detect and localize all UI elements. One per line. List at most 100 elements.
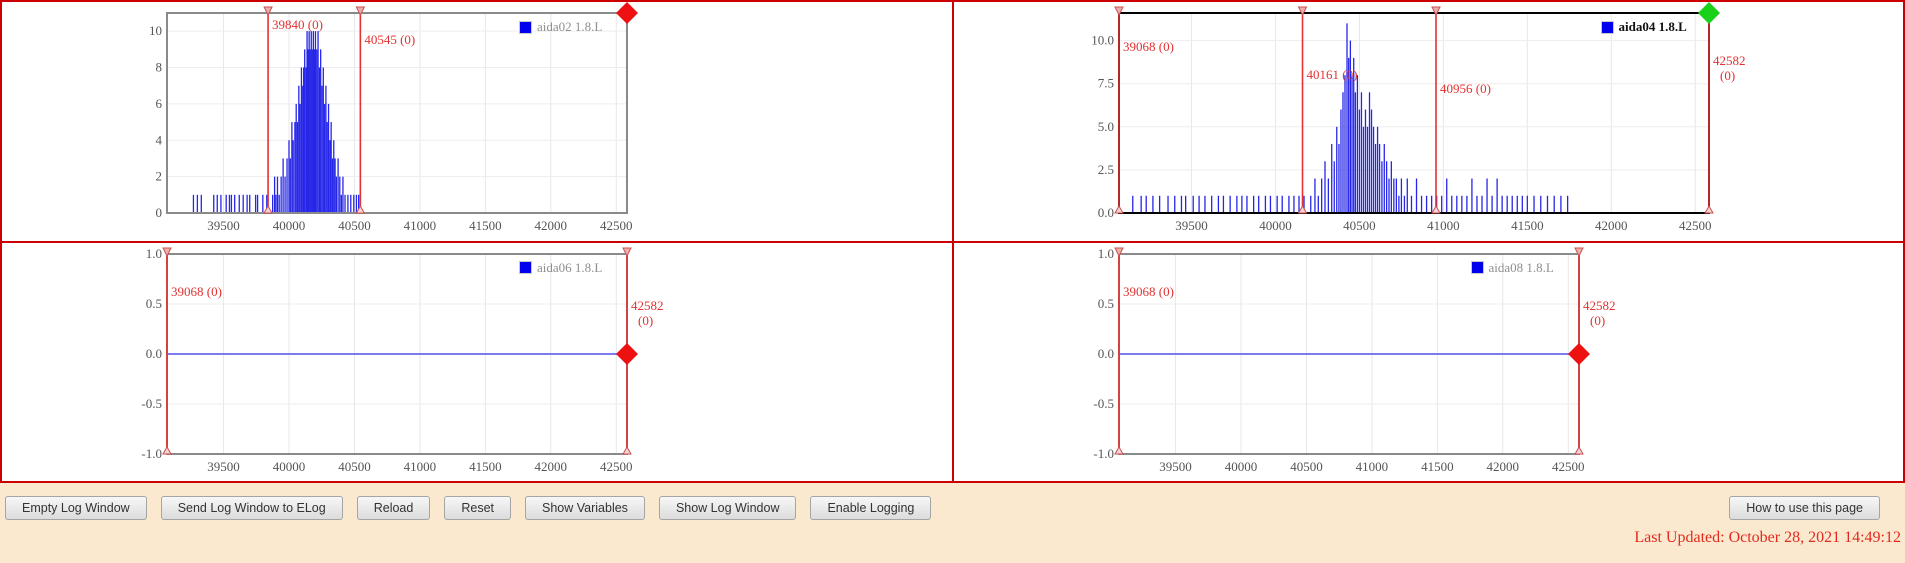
x-tick-label: 40500	[1343, 218, 1376, 233]
x-tick-label: 42000	[1486, 459, 1519, 474]
cursor-label: 39840 (0)	[272, 17, 323, 32]
x-tick-label: 42500	[1552, 459, 1585, 474]
x-tick-label: 40500	[1290, 459, 1323, 474]
x-tick-label: 40500	[338, 459, 371, 474]
y-tick-label: -1.0	[1093, 446, 1114, 461]
show-variables-button[interactable]: Show Variables	[525, 496, 645, 520]
cursor-handle-top[interactable]	[622, 247, 632, 257]
toolbar: Empty Log Window Send Log Window to ELog…	[5, 496, 932, 520]
x-tick-label: 41500	[469, 459, 502, 474]
x-tick-label: 41000	[404, 459, 437, 474]
chart-aida08-plot[interactable]: 39068 (0) 42582(0) 39500 40000 40500 41000 415…	[1081, 244, 1649, 480]
latest-point-diamond-icon	[1697, 2, 1720, 24]
x-tick-label: 40000	[273, 218, 306, 233]
y-tick-label: -0.5	[141, 396, 162, 411]
x-tick-label: 42500	[600, 218, 633, 233]
reset-button[interactable]: Reset	[444, 496, 511, 520]
legend-swatch-icon	[519, 261, 532, 274]
last-updated-text: Last Updated: October 28, 2021 14:49:12	[1634, 529, 1901, 546]
y-tick-label: 5.0	[1097, 119, 1113, 134]
y-tick-label: 7.5	[1097, 76, 1113, 91]
x-tick-label: 41000	[404, 218, 437, 233]
latest-point-diamond-icon	[616, 2, 638, 24]
y-tick-label: 0.5	[146, 296, 162, 311]
cursor-handle-bottom[interactable]	[622, 445, 632, 454]
cursor-handle-bottom[interactable]	[1113, 445, 1124, 454]
chart-aida02: 39840 (0) 40545 (0) 39500 40000 40500 41000 41…	[129, 2, 952, 239]
legend-label: aida04 1.8.L	[1618, 19, 1687, 34]
x-tick-label: 39500	[207, 218, 240, 233]
cursor-handle-bottom[interactable]	[1573, 445, 1584, 454]
cursor-label: 42582	[631, 298, 664, 313]
legend-label: aida02 1.8.L	[537, 19, 603, 34]
legend-swatch-icon	[519, 20, 532, 34]
cursor-handle-bottom[interactable]	[1113, 204, 1124, 214]
cursor-label: 40161 (0)	[1306, 67, 1357, 82]
y-tick-label: 2	[156, 169, 163, 184]
chart-cell-aida08: 39068 (0) 42582 (0) 39500 40000 40500 41000 415…	[953, 242, 1903, 481]
legend-aida08[interactable]: aida08 1.8.L	[1470, 260, 1554, 276]
chart-aida06-plot[interactable]: 39068 (0) 42582(0) 39500 40000 40500 41000 415…	[129, 244, 697, 480]
x-tick-label: 41000	[1355, 459, 1388, 474]
cursor-handle-bottom[interactable]	[1297, 204, 1307, 214]
cursor-handle-bottom[interactable]	[263, 204, 273, 214]
y-tick-label: 6	[156, 96, 163, 111]
x-tick-label: 41000	[1427, 218, 1460, 233]
legend-aida02[interactable]: aida02 1.8.L	[519, 19, 602, 35]
plot-border	[166, 12, 628, 214]
y-tick-label: 0.0	[1097, 346, 1113, 361]
cursor-handle-bottom[interactable]	[1430, 204, 1441, 214]
y-tick-label: 0.0	[1097, 205, 1113, 220]
cursor-handle-bottom[interactable]	[355, 204, 366, 214]
cursor-label: (0)	[1720, 68, 1735, 83]
cursor-handle-top[interactable]	[1113, 247, 1124, 257]
latest-point-diamond-icon	[616, 342, 638, 365]
cursor-handle-top[interactable]	[1430, 6, 1441, 17]
cursor-label: (0)	[1590, 313, 1605, 328]
x-tick-label: 41500	[1511, 218, 1544, 233]
y-tick-label: 8	[156, 60, 163, 75]
cursor-handle-bottom[interactable]	[1703, 204, 1714, 214]
send-log-to-elog-button[interactable]: Send Log Window to ELog	[160, 496, 343, 520]
x-tick-label: 40500	[338, 218, 371, 233]
x-tick-label: 40000	[273, 459, 306, 474]
legend-aida04[interactable]: aida04 1.8.L	[1600, 19, 1687, 35]
x-tick-label: 40000	[1259, 218, 1292, 233]
cursor-handle-top[interactable]	[355, 6, 366, 17]
reload-button[interactable]: Reload	[356, 496, 431, 520]
cursor-handle-top[interactable]	[1573, 247, 1584, 257]
y-tick-label: -0.5	[1093, 396, 1114, 411]
empty-log-window-button[interactable]: Empty Log Window	[5, 496, 147, 520]
x-tick-label: 42000	[1595, 218, 1628, 233]
y-tick-label: 2.5	[1097, 162, 1113, 177]
y-tick-label: 4	[156, 132, 163, 147]
x-tick-label: 42000	[535, 459, 568, 474]
cursor-label: 42582	[1713, 53, 1746, 68]
cursor-label: 39068 (0)	[1123, 284, 1174, 299]
cursor-handle-top[interactable]	[1297, 6, 1307, 17]
cursor-handle-bottom[interactable]	[162, 445, 172, 454]
show-log-window-button[interactable]: Show Log Window	[658, 496, 797, 520]
x-tick-label: 39500	[207, 459, 240, 474]
y-tick-label: 0	[156, 205, 163, 220]
cursor-handle-top[interactable]	[1113, 6, 1124, 17]
enable-logging-button[interactable]: Enable Logging	[810, 496, 932, 520]
chart-cell-aida06: 39068 (0) 42582 (0) 39500 40000 40500 41000 415…	[2, 242, 952, 481]
chart-aida02-plot[interactable]: 39840 (0) 40545 (0) 39500 40000 40500 41000 41…	[129, 2, 697, 239]
x-tick-label: 41500	[1421, 459, 1454, 474]
chart-aida06: 39068 (0) 42582 (0) 39500 40000 40500 41000 415…	[129, 244, 952, 480]
chart-aida04-plot[interactable]: 39068 (0) 40161 (0) 40956 (0) 42582(0) 39500…	[1081, 2, 1779, 239]
x-tick-label: 42500	[600, 459, 633, 474]
y-tick-label: 1.0	[146, 246, 162, 261]
cursor-handle-top[interactable]	[263, 6, 273, 17]
x-tick-label: 41500	[469, 218, 502, 233]
chart-cell-aida02: 39840 (0) 40545 (0) 39500 40000 40500 41000 41…	[2, 2, 952, 241]
legend-swatch-icon	[1600, 20, 1614, 34]
cursor-label: 40545 (0)	[364, 32, 415, 47]
how-to-use-button[interactable]: How to use this page	[1729, 496, 1880, 520]
latest-point-diamond-icon	[1567, 342, 1590, 365]
y-tick-label: 1.0	[1097, 246, 1113, 261]
y-tick-label: 0.0	[146, 346, 162, 361]
cursor-handle-top[interactable]	[162, 247, 172, 257]
legend-aida06[interactable]: aida06 1.8.L	[519, 260, 602, 276]
